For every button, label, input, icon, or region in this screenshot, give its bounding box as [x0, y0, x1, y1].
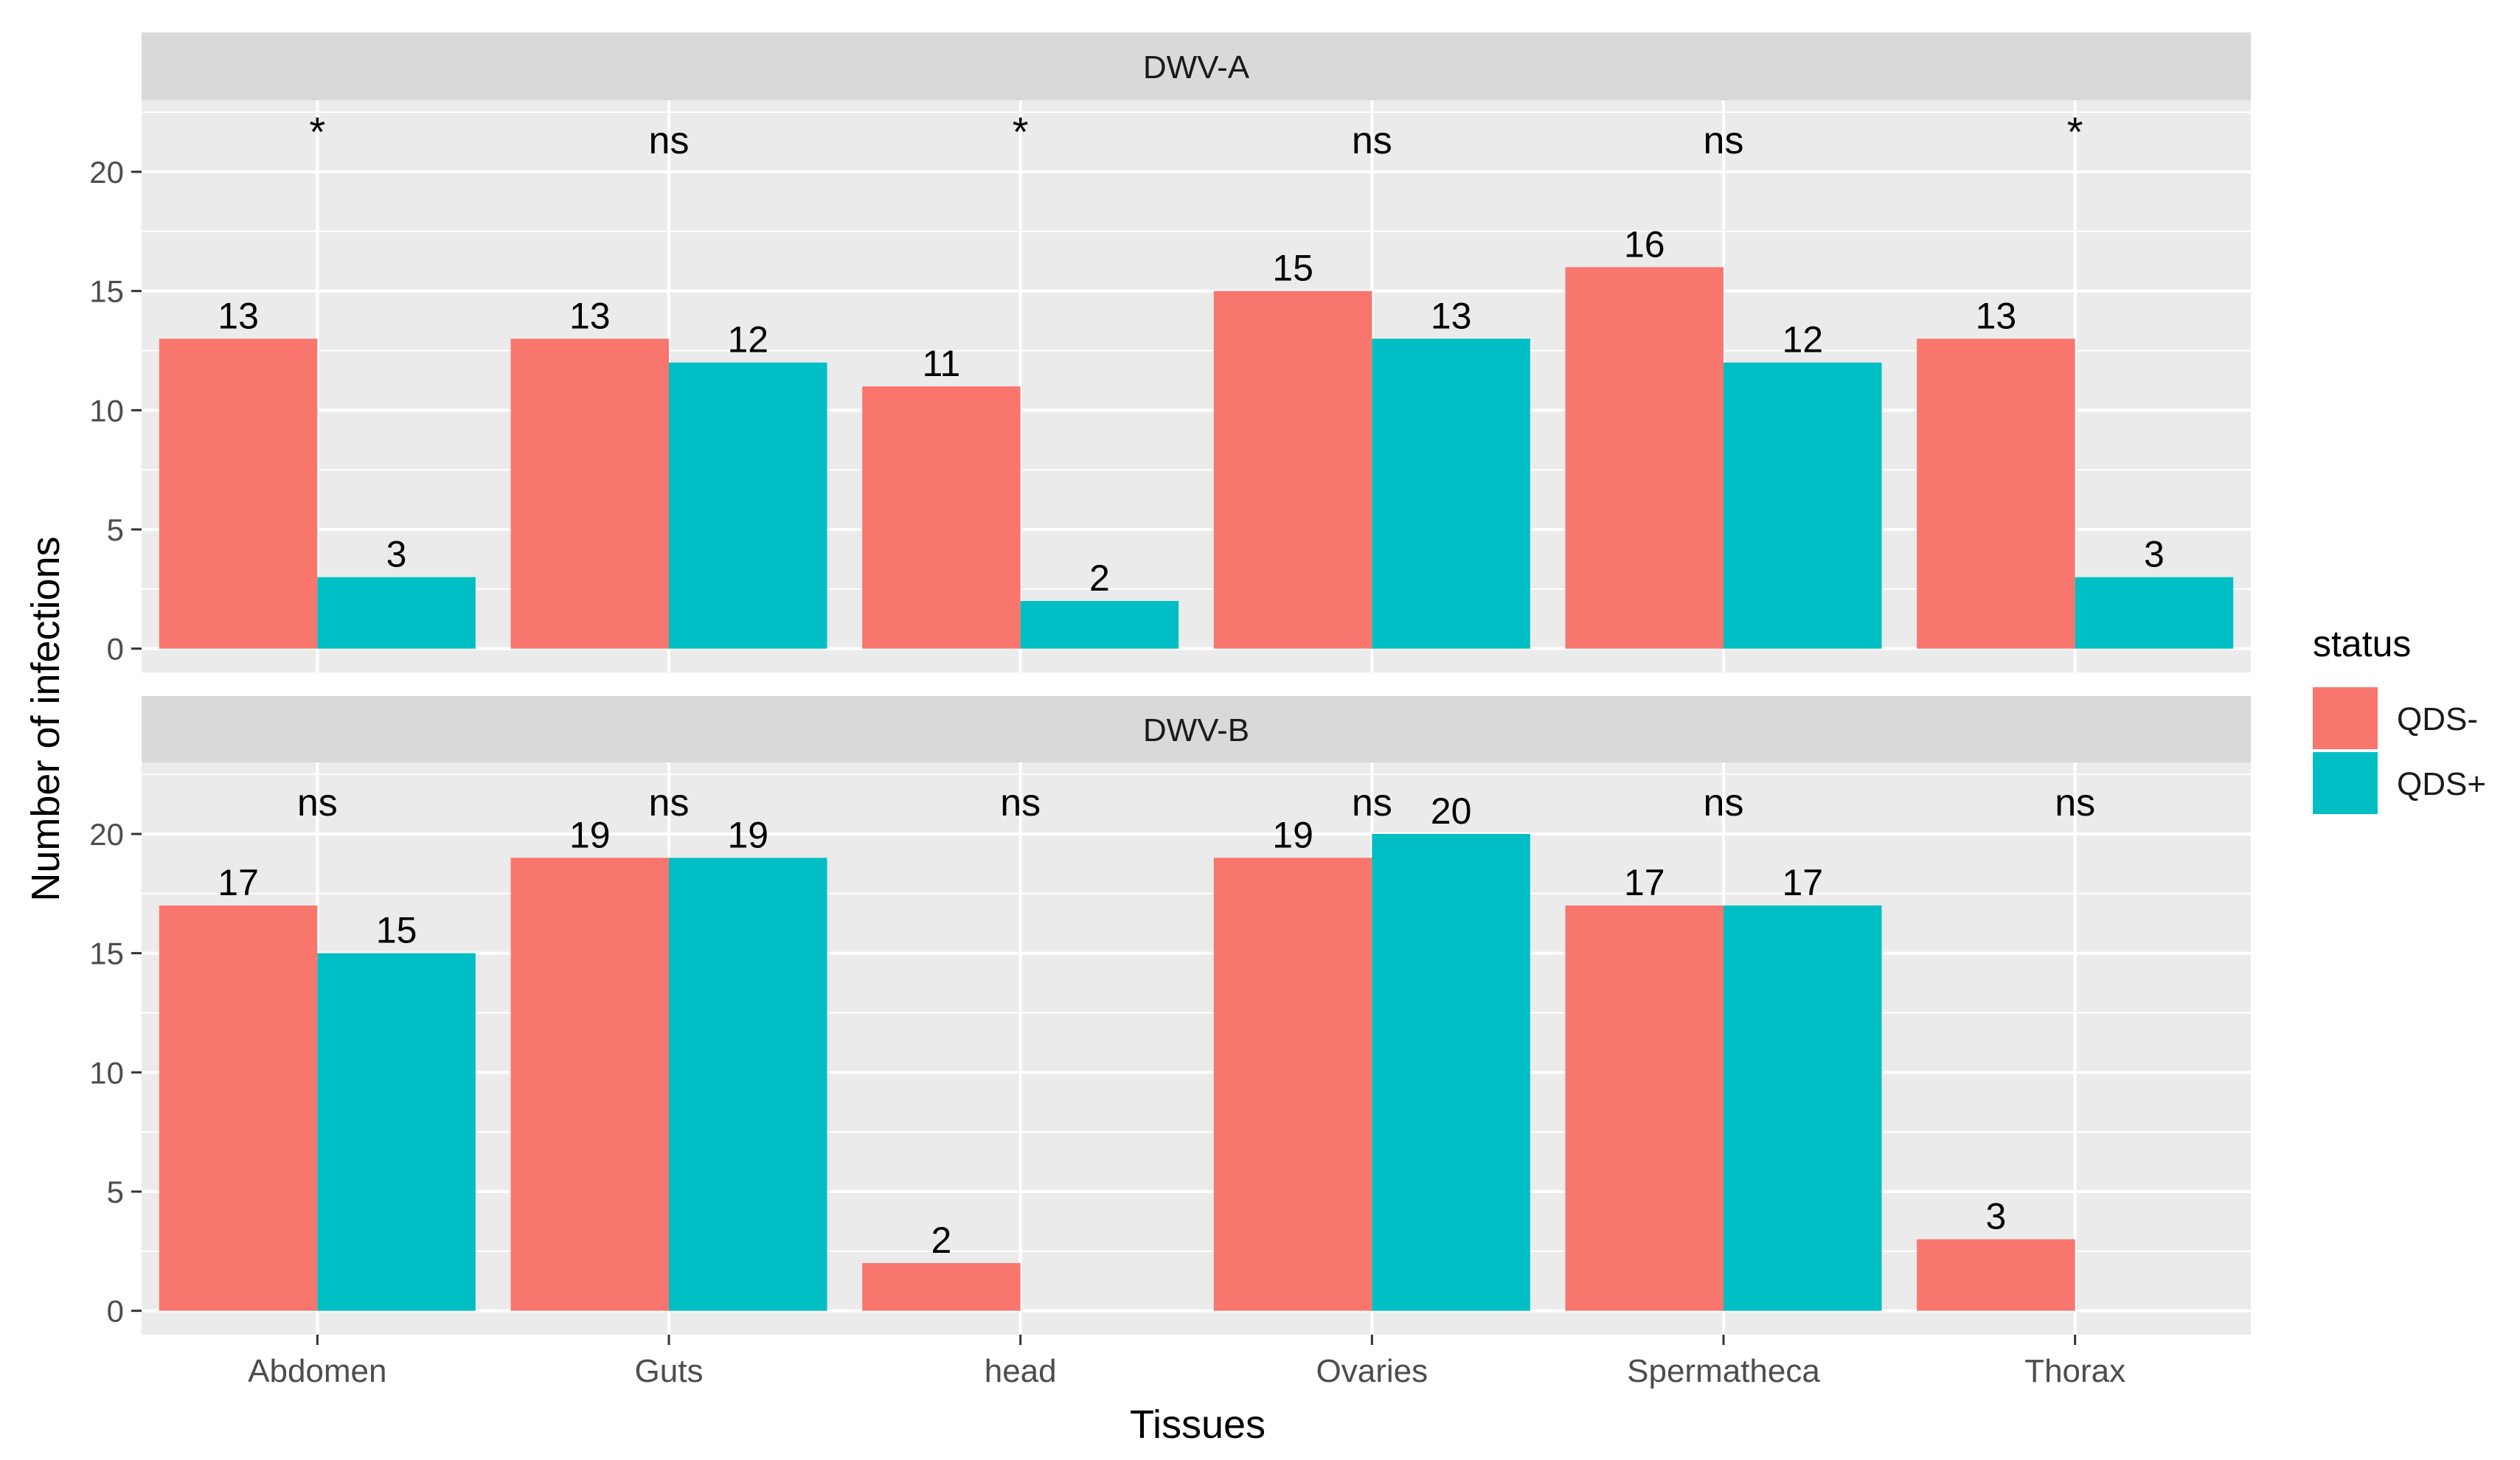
- significance-label: ns: [649, 119, 690, 162]
- bar-value-label: 19: [569, 814, 611, 855]
- bar-qdsminus: [1213, 858, 1372, 1311]
- x-tick-label: Spermatheca: [1627, 1353, 1820, 1389]
- facet-dwv-a: DWV-A 0 5 10 15 20 13 13 11 15 16 13 3 12 2 13 12 3 * ns * ns…: [89, 32, 2251, 672]
- y-axis-title: Number of infections: [24, 536, 68, 901]
- bar-qdsminus: [862, 1263, 1021, 1311]
- bar-value-label: 19: [1272, 814, 1313, 855]
- significance-label: ns: [1000, 782, 1041, 824]
- legend-key-qds-minus: [2313, 687, 2378, 749]
- x-tick-label: Ovaries: [1316, 1353, 1429, 1389]
- bar-value-label: 16: [1624, 223, 1665, 265]
- y-tick-label: 0: [107, 632, 124, 667]
- significance-label: ns: [1352, 119, 1392, 162]
- legend-label: QDS-: [2397, 701, 2478, 737]
- bar-value-label: 19: [727, 814, 768, 855]
- x-tick-label: Guts: [635, 1353, 704, 1389]
- bar-qdsminus: [1213, 291, 1372, 649]
- bar-qdsminus: [159, 338, 318, 649]
- bar-qdsplus: [317, 953, 476, 1311]
- y-tick-label: 5: [107, 1175, 124, 1209]
- y-tick-label: 20: [89, 817, 124, 852]
- bar-value-label: 13: [1976, 295, 2017, 336]
- x-axis-title: Tissues: [1130, 1402, 1266, 1447]
- facet-dwv-b: DWV-B 0 5 10 15 20 17 19 2 19 17 3 15 19 20 17 ns ns ns ns n…: [89, 696, 2251, 1389]
- facet-strip-label: DWV-A: [1143, 49, 1250, 86]
- bar-value-label: 3: [2144, 534, 2165, 575]
- bar-value-label: 12: [727, 319, 768, 361]
- y-tick-label: 15: [89, 274, 124, 309]
- significance-label: *: [309, 108, 325, 155]
- bar-qdsminus: [510, 858, 669, 1311]
- bar-value-label: 13: [1431, 295, 1472, 336]
- x-tick-label: Thorax: [2024, 1353, 2125, 1389]
- bar-value-label: 15: [1272, 248, 1313, 289]
- significance-label: ns: [1352, 782, 1392, 824]
- y-tick-label: 10: [89, 393, 124, 428]
- legend-label: QDS+: [2397, 766, 2486, 802]
- bar-qdsplus: [1372, 834, 1530, 1311]
- y-tick-label: 15: [89, 936, 124, 971]
- bar-value-label: 17: [218, 862, 259, 903]
- bar-qdsminus: [1917, 1239, 2075, 1311]
- significance-label: ns: [1704, 782, 1744, 824]
- bar-qdsplus: [669, 362, 827, 649]
- legend: status QDS- QDS+: [2313, 623, 2486, 814]
- bar-qdsminus: [510, 338, 669, 649]
- y-tick-label: 5: [107, 512, 124, 547]
- bar-qdsplus: [2075, 577, 2234, 649]
- bar-value-label: 2: [931, 1220, 952, 1261]
- bar-value-label: 17: [1782, 862, 1823, 903]
- bar-value-label: 13: [218, 295, 259, 336]
- y-tick-label: 10: [89, 1055, 124, 1090]
- facet-strip-label: DWV-B: [1143, 712, 1249, 748]
- bar-qdsplus: [1372, 338, 1530, 649]
- bar-value-label: 2: [1089, 557, 1110, 599]
- significance-label: ns: [649, 782, 690, 824]
- facet-strip: [142, 32, 2251, 100]
- legend-key-qds-plus: [2313, 752, 2378, 814]
- x-tick-label: head: [985, 1353, 1057, 1389]
- panel-background: [142, 762, 2251, 1335]
- x-tick-label: Abdomen: [248, 1353, 386, 1389]
- bar-value-label: 12: [1782, 319, 1823, 361]
- bar-qdsminus: [1565, 267, 1724, 649]
- bar-value-label: 20: [1431, 790, 1472, 832]
- bar-qdsminus: [1917, 338, 2075, 649]
- y-tick-label: 20: [89, 155, 124, 190]
- bar-value-label: 3: [1986, 1196, 2007, 1237]
- significance-label: ns: [2055, 782, 2095, 824]
- y-tick-label: 0: [107, 1294, 124, 1329]
- bar-qdsplus: [669, 858, 827, 1311]
- bar-value-label: 3: [386, 534, 407, 575]
- bar-qdsplus: [317, 577, 476, 649]
- bar-value-label: 13: [569, 295, 611, 336]
- legend-title: status: [2313, 623, 2411, 664]
- bar-qdsminus: [159, 905, 318, 1311]
- significance-label: ns: [297, 782, 338, 824]
- significance-label: *: [1013, 108, 1029, 155]
- bar-qdsminus: [1565, 905, 1724, 1311]
- facet-strip: [142, 696, 2251, 762]
- significance-label: *: [2067, 108, 2083, 155]
- significance-label: ns: [1704, 119, 1744, 162]
- bar-qdsplus: [1020, 601, 1179, 649]
- panel-background: [142, 100, 2251, 672]
- bar-qdsplus: [1724, 905, 1882, 1311]
- bar-value-label: 15: [376, 910, 417, 951]
- bar-value-label: 17: [1624, 862, 1665, 903]
- bar-value-label: 11: [922, 343, 960, 384]
- bar-qdsplus: [1724, 362, 1882, 649]
- bar-qdsminus: [862, 386, 1021, 649]
